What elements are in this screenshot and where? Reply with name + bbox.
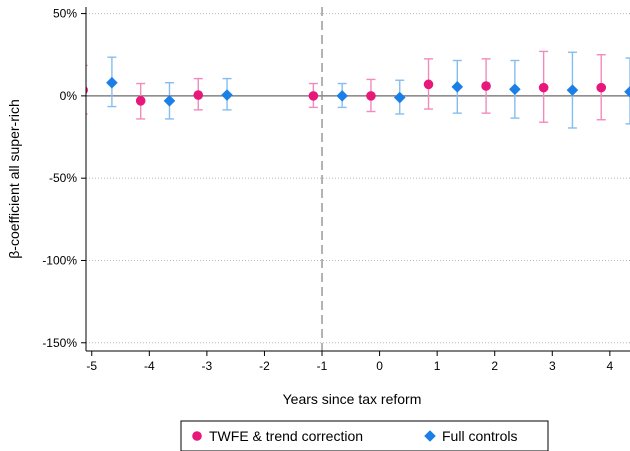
point-marker <box>509 83 521 96</box>
x-tick-label: 3 <box>549 359 556 373</box>
x-tick-label: 0 <box>376 359 383 373</box>
x-tick-label: -2 <box>259 359 270 373</box>
point-marker <box>221 89 233 101</box>
point-marker <box>393 91 406 104</box>
point-marker <box>596 82 607 93</box>
legend-label-full-controls: Full controls <box>442 428 517 444</box>
point-marker <box>163 95 176 107</box>
x-tick-label: -1 <box>317 359 328 373</box>
legend-label-twfe: TWFE & trend correction <box>209 428 363 444</box>
point-marker <box>193 90 204 100</box>
y-tick-label: -150% <box>42 336 77 350</box>
y-axis-title: β-coefficient all super-rich <box>6 99 22 259</box>
y-tick-label: 50% <box>53 7 77 21</box>
point-marker <box>481 81 491 91</box>
x-tick-label: -5 <box>86 359 97 373</box>
x-tick-label: -4 <box>144 359 155 373</box>
point-marker <box>566 84 579 96</box>
series-layer <box>86 50 630 129</box>
point-marker <box>366 91 376 101</box>
point-marker <box>336 90 348 102</box>
grid <box>86 13 630 344</box>
x-tick-label: 4 <box>607 359 614 373</box>
x-tick-label: 1 <box>434 359 441 373</box>
point-marker <box>423 79 434 90</box>
legend-marker-full-controls <box>424 430 436 442</box>
axes: 50% 0% -50% -100% -150% -5 -4 -3 -2 -1 0 1 2 3 4 <box>42 7 630 373</box>
point-marker <box>538 82 549 93</box>
point-marker <box>106 76 118 89</box>
x-axis-title: Years since tax reform <box>283 391 422 407</box>
legend-box <box>180 420 549 451</box>
legend-marker-twfe <box>192 431 202 441</box>
legend: TWFE & trend correction Full controls <box>180 420 549 451</box>
point-marker <box>308 91 319 101</box>
series-full-controls <box>106 51 630 129</box>
y-tick-label: -100% <box>42 253 77 267</box>
x-tick-label: -3 <box>202 359 213 373</box>
reference-lines <box>86 7 630 351</box>
y-tick-label: 0% <box>60 89 78 103</box>
point-marker <box>624 85 630 98</box>
y-tick-label: -50% <box>49 171 77 185</box>
x-tick-label: 2 <box>491 359 498 373</box>
point-marker <box>451 81 464 93</box>
series-twfe <box>86 50 607 123</box>
point-marker <box>135 96 146 106</box>
